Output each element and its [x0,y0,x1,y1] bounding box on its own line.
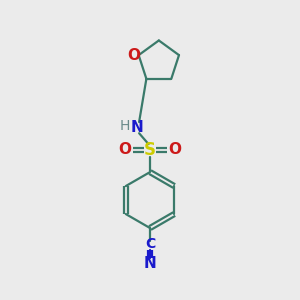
Text: O: O [118,142,131,158]
Text: N: N [130,120,143,135]
Text: S: S [144,141,156,159]
Text: N: N [144,256,156,271]
Text: O: O [169,142,182,158]
Text: C: C [145,237,155,251]
Text: O: O [127,48,140,63]
Text: H: H [119,118,130,133]
